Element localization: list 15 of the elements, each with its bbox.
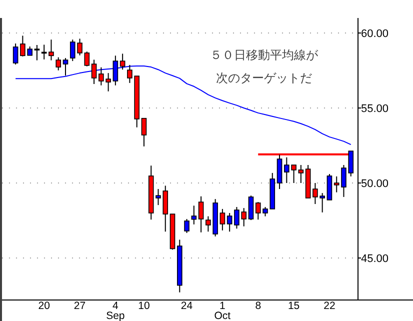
x-tick-label: 15 bbox=[288, 300, 300, 312]
x-tick-label: 10 bbox=[138, 300, 150, 312]
x-tick-label: 24 bbox=[180, 300, 193, 312]
annotation: ５０日移動平均線が bbox=[210, 48, 319, 62]
y-tick-label: 45.00 bbox=[361, 253, 389, 265]
x-tick-label: 20 bbox=[38, 300, 50, 312]
x-tick-label: 1 Oct bbox=[214, 300, 231, 321]
x-tick-label: 4 Sep bbox=[106, 300, 125, 321]
x-tick-label: 27 bbox=[74, 300, 86, 312]
y-tick-label: 55.00 bbox=[361, 103, 389, 115]
x-tick-label: 8 bbox=[255, 300, 262, 312]
y-tick-label: 60.00 bbox=[361, 28, 389, 40]
x-tick-label: 22 bbox=[324, 300, 336, 312]
annotation: 次のターゲットだ bbox=[216, 71, 312, 85]
y-tick-label: 50.00 bbox=[361, 178, 389, 190]
